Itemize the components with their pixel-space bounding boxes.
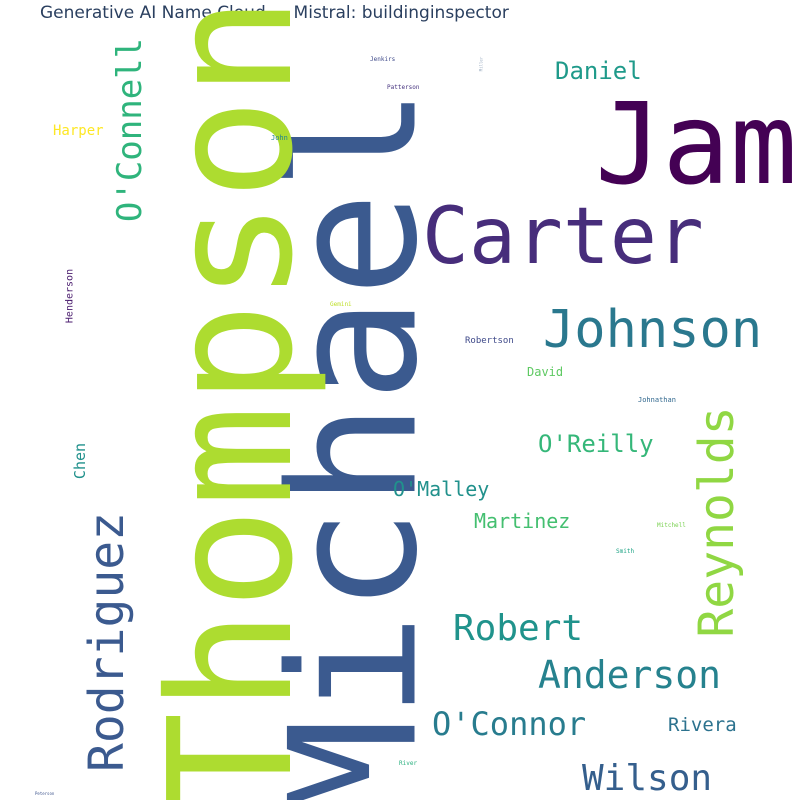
word-john: John <box>271 134 288 142</box>
word-o-malley: O'Malley <box>393 477 489 501</box>
word-johnathan: Johnathan <box>638 396 676 404</box>
word-martinez: Martinez <box>474 509 570 533</box>
word-david: David <box>527 365 563 379</box>
word-rivera: Rivera <box>668 714 737 736</box>
word-miller: Miller <box>479 56 484 71</box>
word-anderson: Anderson <box>538 653 721 697</box>
word-smith: Smith <box>616 548 634 555</box>
word-river: River <box>399 760 417 767</box>
word-carter: Carter <box>422 192 704 282</box>
word-patterson: Patterson <box>387 84 420 91</box>
word-rodriguez: Rodriguez <box>79 512 135 772</box>
word-peterson: Peterson <box>35 791 55 796</box>
word-jenkirs: Jenkirs <box>370 56 396 63</box>
word-robertson: Robertson <box>465 336 514 346</box>
word-daniel: Daniel <box>555 57 642 85</box>
word-robert: Robert <box>453 608 583 649</box>
word-chen: Chen <box>71 443 89 479</box>
word-johnson: Johnson <box>543 300 762 360</box>
word-thompson: Thompson <box>133 0 331 800</box>
word-james: James <box>595 80 800 210</box>
word-gemini: Gemini <box>330 301 352 308</box>
word-o-connell: O'Connell <box>110 38 150 222</box>
word-wilson: Wilson <box>582 758 712 799</box>
word-harper: Harper <box>53 123 104 139</box>
word-reynolds: Reynolds <box>689 406 745 637</box>
word-henderson: Henderson <box>65 269 76 323</box>
word-o-connor: O'Connor <box>432 705 586 743</box>
word-michael: Michael <box>254 86 457 800</box>
word-mitchell: Mitchell <box>657 522 686 529</box>
word-o-reilly: O'Reilly <box>538 430 654 458</box>
chart-title: Generative AI Name Cloud — Mistral: buil… <box>40 3 509 23</box>
